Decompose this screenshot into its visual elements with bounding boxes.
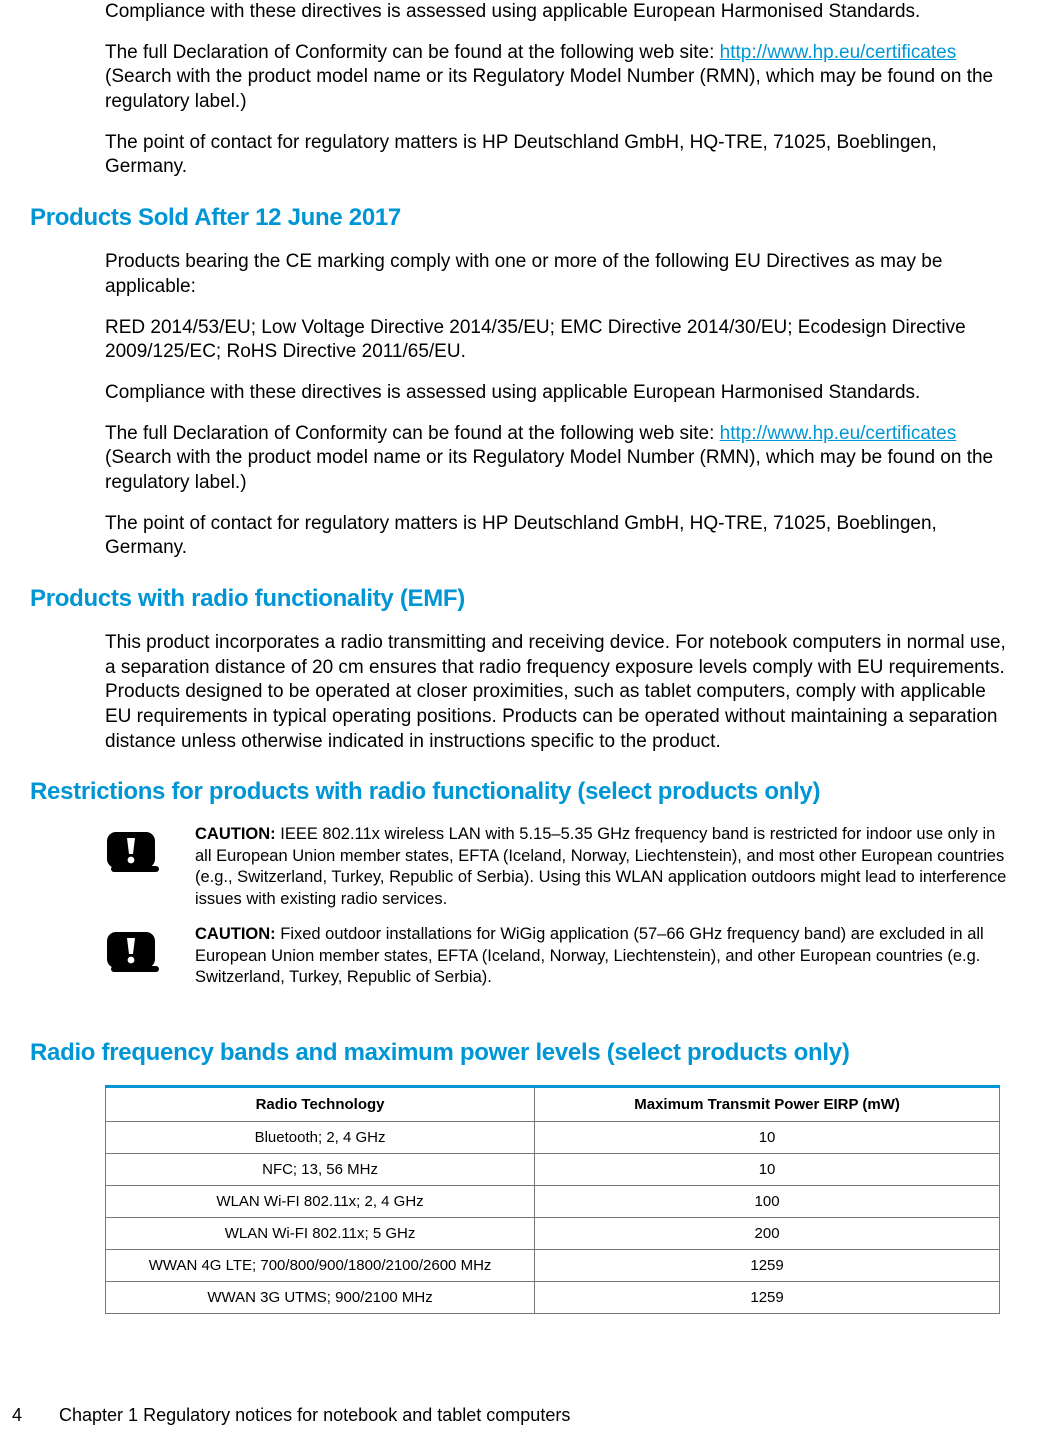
caution-1-body: IEEE 802.11x wireless LAN with 5.15–5.35… [195,825,1006,907]
caution-row-2: CAUTION: Fixed outdoor installations for… [105,924,1013,988]
table-header-row: Radio Technology Maximum Transmit Power … [106,1086,1000,1121]
s1-p3: Compliance with these directives is asse… [105,381,1013,406]
s1-p1: Products bearing the CE marking comply w… [105,250,1013,299]
caution-icon [105,926,165,979]
intro-p2a: The full Declaration of Conformity can b… [105,42,720,63]
intro-p2: The full Declaration of Conformity can b… [105,41,1013,115]
s1-p4: The full Declaration of Conformity can b… [105,422,1013,496]
table-row: Bluetooth; 2, 4 GHz 10 [106,1121,1000,1153]
cell-tech: WLAN Wi-FI 802.11x; 5 GHz [106,1217,535,1249]
heading-emf: Products with radio functionality (EMF) [30,585,1023,613]
intro-p3: The point of contact for regulatory matt… [105,131,1013,180]
heading-rf-bands: Radio frequency bands and maximum power … [30,1039,1023,1067]
cell-tech: WWAN 4G LTE; 700/800/900/1800/2100/2600 … [106,1249,535,1281]
rf-table: Radio Technology Maximum Transmit Power … [105,1085,1000,1314]
heading-restrictions: Restrictions for products with radio fun… [30,778,1023,806]
caution-2-text: CAUTION: Fixed outdoor installations for… [195,924,1013,988]
caution-2-label: CAUTION: [195,925,276,943]
caution-icon [105,826,165,879]
caution-1-text: CAUTION: IEEE 802.11x wireless LAN with … [195,824,1013,910]
cell-tech: Bluetooth; 2, 4 GHz [106,1121,535,1153]
s1-p4b: (Search with the product model name or i… [105,447,993,493]
intro-p1: Compliance with these directives is asse… [105,0,1013,25]
page-number: 4 [12,1405,54,1426]
cell-power: 1259 [535,1249,1000,1281]
caution-1-label: CAUTION: [195,825,276,843]
cell-tech: WLAN Wi-FI 802.11x; 2, 4 GHz [106,1185,535,1217]
intro-p2b: (Search with the product model name or i… [105,66,993,112]
th-radio-technology: Radio Technology [106,1086,535,1121]
cell-power: 1259 [535,1281,1000,1313]
cell-power: 10 [535,1121,1000,1153]
cell-power: 200 [535,1217,1000,1249]
cell-tech: WWAN 3G UTMS; 900/2100 MHz [106,1281,535,1313]
caution-row-1: CAUTION: IEEE 802.11x wireless LAN with … [105,824,1013,910]
page-footer: 4 Chapter 1 Regulatory notices for noteb… [0,1405,1053,1426]
s1-p2: RED 2014/53/EU; Low Voltage Directive 20… [105,316,1013,365]
intro-link[interactable]: http://www.hp.eu/certificates [720,42,957,63]
heading-products-sold-after: Products Sold After 12 June 2017 [30,204,1023,232]
th-max-power: Maximum Transmit Power EIRP (mW) [535,1086,1000,1121]
s1-p5: The point of contact for regulatory matt… [105,512,1013,561]
table-row: WLAN Wi-FI 802.11x; 5 GHz 200 [106,1217,1000,1249]
table-row: WLAN Wi-FI 802.11x; 2, 4 GHz 100 [106,1185,1000,1217]
cell-tech: NFC; 13, 56 MHz [106,1153,535,1185]
chapter-label: Chapter 1 Regulatory notices for noteboo… [59,1405,570,1426]
s1-p4a: The full Declaration of Conformity can b… [105,423,720,444]
cell-power: 10 [535,1153,1000,1185]
cell-power: 100 [535,1185,1000,1217]
s2-p1: This product incorporates a radio transm… [105,631,1013,754]
table-row: NFC; 13, 56 MHz 10 [106,1153,1000,1185]
caution-2-body: Fixed outdoor installations for WiGig ap… [195,925,984,986]
table-row: WWAN 4G LTE; 700/800/900/1800/2100/2600 … [106,1249,1000,1281]
table-row: WWAN 3G UTMS; 900/2100 MHz 1259 [106,1281,1000,1313]
s1-link[interactable]: http://www.hp.eu/certificates [720,423,957,444]
